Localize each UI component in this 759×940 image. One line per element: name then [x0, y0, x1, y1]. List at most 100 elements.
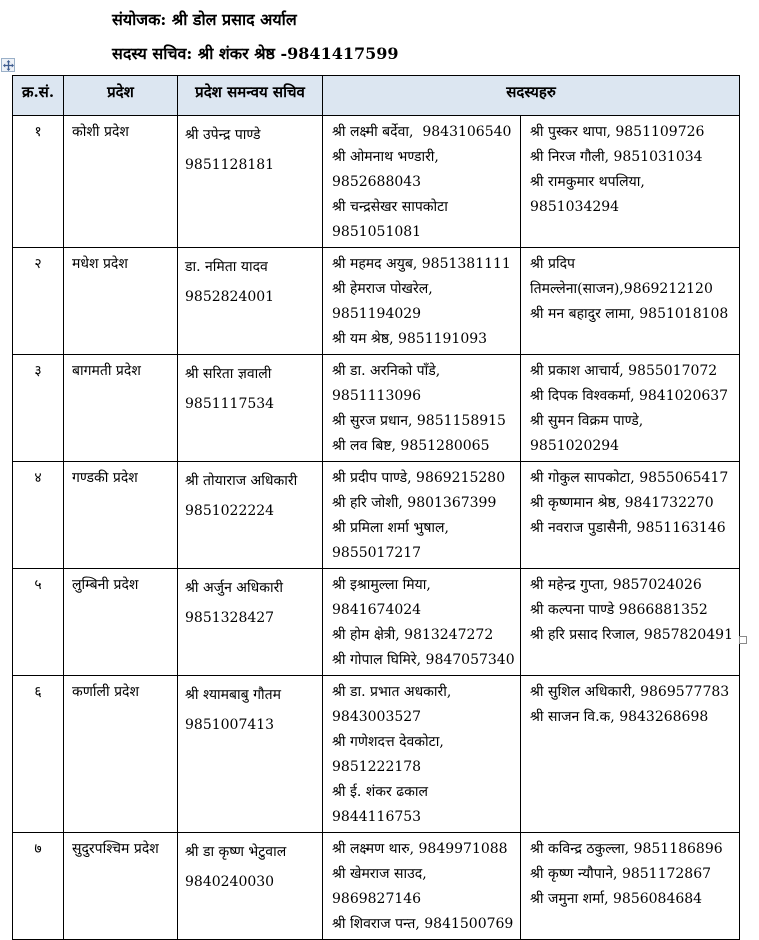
secretary-phone: 9851022224	[185, 503, 275, 519]
secretary-name: श्री डा कृष्ण भेटुवाल	[185, 844, 287, 860]
province-cell: मधेश प्रदेश	[63, 247, 178, 355]
members-cell-b: श्री सुशिल अधिकारी, 9869577783 श्री साजन…	[519, 675, 741, 833]
province-cell: कर्णाली प्रदेश	[63, 675, 178, 833]
member-entry: श्री प्रमिला शर्मा भुषाल, 9855017217	[332, 520, 454, 561]
member-entry: श्री डा. प्रभात अधकारी, 9843003527	[332, 684, 456, 725]
member-entry: श्री महमद अयुब, 9851381111	[332, 256, 511, 272]
members-cell-b: श्री गोकुल सापकोटा, 9855065417 श्री कृष्…	[519, 461, 741, 569]
table-row: ६ कर्णाली प्रदेश श्री श्यामबाबु गौतम 985…	[12, 675, 741, 833]
row-sn: ५	[12, 568, 64, 676]
secretary-cell: डा. नमिता यादव 9852824001	[177, 247, 323, 355]
secretary-phone: 9851328427	[185, 610, 275, 626]
members-cell-a: श्री डा. प्रभात अधकारी, 9843003527 श्री …	[322, 675, 521, 833]
row-sn: ३	[12, 354, 64, 462]
secretary-cell: श्री अर्जुन अधिकारी 9851328427	[177, 568, 323, 676]
members-cell-a: श्री लक्ष्मण थारु, 9849971088 श्री खेमरा…	[322, 832, 521, 940]
secretary-cell: श्री तोयाराज अधिकारी 9851022224	[177, 461, 323, 569]
member-entry: श्री सुरज प्रधान, 9851158915	[332, 413, 506, 429]
secretary-phone: 9852824001	[185, 289, 275, 305]
secretary-phone: 9840240030	[185, 874, 275, 890]
secretary-cell: श्री डा कृष्ण भेटुवाल 9840240030	[177, 832, 323, 940]
member-entry: श्री मन बहादुर लामा, 9851018108	[530, 306, 729, 322]
members-cell-a: श्री डा. अरनिको पाँडे, 9851113096 श्री स…	[322, 354, 521, 462]
column-header-members: सदस्यहरु	[321, 75, 741, 116]
member-entry: श्री रामकुमार थपलिया, 9851034294	[530, 174, 650, 215]
four-way-move-arrow-icon	[2, 59, 14, 71]
member-entry: श्री ओमनाथ भण्डारी, 9852688043	[332, 149, 444, 190]
secretary-phone: 9851117534	[185, 396, 275, 412]
members-cell-a: श्री इश्रामुल्ला मिया, 9841674024 श्री ह…	[322, 568, 521, 676]
table-row: ५ लुम्बिनी प्रदेश श्री अर्जुन अधिकारी 98…	[12, 568, 741, 676]
table-row: ३ बागमती प्रदेश श्री सरिता ज्ञवाली 98511…	[12, 354, 741, 462]
member-entry: श्री खेमराज साउद, 9869827146	[332, 866, 432, 907]
member-entry: श्री प्रदिप तिमल्लेना(साजन),9869212120	[530, 256, 713, 297]
secretary-cell: श्री श्यामबाबु गौतम 9851007413	[177, 675, 323, 833]
members-cell-b: श्री प्रदिप तिमल्लेना(साजन),9869212120 श…	[519, 247, 741, 355]
row-sn: ७	[12, 832, 64, 940]
member-entry: श्री हरि जोशी, 9801367399	[332, 495, 497, 511]
province-coordination-table: क्र.सं. प्रदेश प्रदेश समन्वय सचिव सदस्यह…	[12, 75, 741, 940]
member-entry: श्री साजन वि.क, 9843268698	[530, 709, 709, 725]
secretary-name: श्री उपेन्द्र पाण्डे	[185, 127, 261, 143]
members-cell-b: श्री प्रकाश आचार्य, 9855017072 श्री दिपक…	[519, 354, 741, 462]
member-entry: श्री प्रकाश आचार्य, 9855017072	[530, 363, 718, 379]
member-entry: श्री चन्द्रसेखर सापकोटा 9851051081	[332, 199, 453, 240]
member-secretary-line: सदस्य सचिव: श्री शंकर श्रेष्ठ -984141759…	[112, 44, 399, 63]
member-entry: श्री हेमराज पोखरेल, 9851194029	[332, 281, 438, 322]
member-entry: श्री लव बिष्ट, 9851280065	[332, 438, 490, 454]
table-resize-handle[interactable]	[739, 636, 747, 644]
secretary-phone: 9851007413	[185, 717, 275, 733]
member-entry: श्री महेन्द्र गुप्ता, 9857024026	[530, 577, 702, 593]
column-header-sn: क्र.सं.	[12, 75, 64, 116]
secretary-name: श्री सरिता ज्ञवाली	[185, 366, 272, 382]
member-entry: श्री दिपक विश्वकर्मा, 9841020637	[530, 388, 729, 404]
province-cell: गण्डकी प्रदेश	[63, 461, 178, 569]
member-entry: श्री जमुना शर्मा, 9856084684	[530, 891, 703, 907]
table-row: ४ गण्डकी प्रदेश श्री तोयाराज अधिकारी 985…	[12, 461, 741, 569]
secretary-phone: 9851128181	[185, 157, 275, 173]
province-cell: सुदुरपश्चिम प्रदेश	[63, 832, 178, 940]
member-entry: श्री कृष्णमान श्रेष्ठ, 9841732270	[530, 495, 714, 511]
member-entry: श्री लक्ष्मी बर्देवा, 9843106540	[332, 124, 512, 140]
secretary-name: श्री तोयाराज अधिकारी	[185, 473, 298, 489]
coordinator-line: संयोजक: श्री डोल प्रसाद अर्याल	[112, 10, 297, 29]
column-header-province: प्रदेश	[63, 75, 178, 116]
member-entry: श्री गोकुल सापकोटा, 9855065417	[530, 470, 729, 486]
secretary-cell: श्री उपेन्द्र पाण्डे 9851128181	[177, 115, 323, 248]
member-entry: श्री इश्रामुल्ला मिया, 9841674024	[332, 577, 436, 618]
member-entry: श्री प्रदीप पाण्डे, 9869215280	[332, 470, 506, 486]
row-sn: २	[12, 247, 64, 355]
row-sn: १	[12, 115, 64, 248]
member-entry: श्री कविन्द्र ठकुल्ला, 9851186896	[530, 841, 723, 857]
province-cell: लुम्बिनी प्रदेश	[63, 568, 178, 676]
member-entry: श्री पुस्कर थापा, 9851109726	[530, 124, 705, 140]
table-row: १ कोशी प्रदेश श्री उपेन्द्र पाण्डे 98511…	[12, 115, 741, 248]
member-entry: श्री नवराज पुडासैनी, 9851163146	[530, 520, 726, 536]
member-entry: श्री डा. अरनिको पाँडे, 9851113096	[332, 363, 445, 404]
member-entry: श्री सुशिल अधिकारी, 9869577783	[530, 684, 730, 700]
secretary-name: डा. नमिता यादव	[185, 259, 268, 275]
member-entry: श्री कल्पना पाण्डे 9866881352	[530, 602, 708, 618]
column-header-secretary: प्रदेश समन्वय सचिव	[177, 75, 323, 116]
member-entry: श्री ई. शंकर ढकाल 9844116753	[332, 784, 433, 825]
table-move-handle[interactable]	[1, 58, 15, 72]
secretary-name: श्री अर्जुन अधिकारी	[185, 580, 283, 596]
members-cell-b: श्री महेन्द्र गुप्ता, 9857024026 श्री कल…	[519, 568, 741, 676]
member-entry: श्री निरज गौली, 9851031034	[530, 149, 703, 165]
table-row: ७ सुदुरपश्चिम प्रदेश श्री डा कृष्ण भेटुव…	[12, 832, 741, 940]
row-sn: ६	[12, 675, 64, 833]
member-entry: श्री कृष्ण न्यौपाने, 9851172867	[530, 866, 712, 882]
row-sn: ४	[12, 461, 64, 569]
members-cell-a: श्री महमद अयुब, 9851381111 श्री हेमराज प…	[322, 247, 521, 355]
secretary-cell: श्री सरिता ज्ञवाली 9851117534	[177, 354, 323, 462]
member-entry: श्री लक्ष्मण थारु, 9849971088	[332, 841, 508, 857]
province-cell: कोशी प्रदेश	[63, 115, 178, 248]
table-row: २ मधेश प्रदेश डा. नमिता यादव 9852824001 …	[12, 247, 741, 355]
member-entry: श्री होम क्षेत्री, 9813247272	[332, 627, 494, 643]
table-header-row: क्र.सं. प्रदेश प्रदेश समन्वय सचिव सदस्यह…	[12, 75, 741, 116]
member-entry: श्री यम श्रेष्ठ, 9851191093	[332, 331, 488, 347]
member-entry: श्री शिवराज पन्त, 9841500769	[332, 916, 514, 932]
member-entry: श्री गणेशदत्त देवकोटा, 9851222178	[332, 734, 449, 775]
members-cell-a: श्री लक्ष्मी बर्देवा, 9843106540 श्री ओम…	[322, 115, 521, 248]
members-cell-b: श्री पुस्कर थापा, 9851109726 श्री निरज ग…	[519, 115, 741, 248]
